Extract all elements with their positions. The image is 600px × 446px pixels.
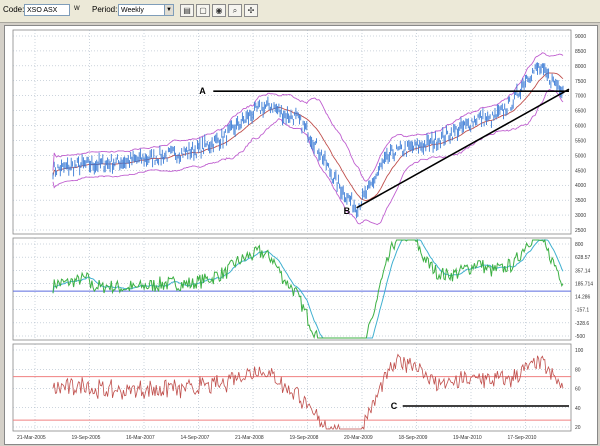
y-tick-label: 80 — [575, 367, 581, 373]
x-tick-label: 21-Mar-2008 — [235, 435, 264, 441]
y-tick-label: 7500 — [575, 79, 586, 85]
trendline-b — [356, 88, 570, 209]
panel-frame-3 — [12, 343, 572, 432]
code-input[interactable]: XSO ASX — [24, 4, 70, 16]
y-tick-label: 8000 — [575, 64, 586, 70]
chart-area: 21-Mar-2005 19-Sep-2005 16-Mar-2007 14-Sep-… — [4, 25, 598, 445]
chevron-down-icon[interactable]: ▼ — [164, 4, 174, 16]
x-tick-label: 19-Sep-2005 — [72, 435, 101, 441]
y-tick-label: 2500 — [575, 228, 586, 234]
y-tick-label: 14.286 — [575, 295, 591, 301]
y-tick-label: 628.57 — [575, 255, 591, 261]
y-tick-label: 185.714 — [575, 281, 593, 287]
annotation-a: A — [199, 86, 206, 96]
y-tick-label: 6000 — [575, 124, 586, 130]
y-tick-label: 800 — [575, 242, 584, 248]
y-tick-label: 357.14 — [575, 268, 591, 274]
y-tick-label: 60 — [575, 387, 581, 393]
x-tick-label: 21-Mar-2005 — [17, 435, 46, 441]
rsi-line — [52, 353, 564, 431]
oscillator-line — [52, 238, 564, 339]
panel-frame-1 — [12, 29, 572, 235]
x-tick-label: 14-Sep-2007 — [181, 435, 210, 441]
y-tick-label: 4500 — [575, 168, 586, 174]
annotation-b: B — [344, 206, 351, 216]
price-bars — [52, 62, 564, 219]
period-label: Period: — [92, 5, 118, 14]
y-tick-label: 3500 — [575, 198, 586, 204]
y-tick-label: 8500 — [575, 49, 586, 55]
y-tick-label: 5000 — [575, 153, 586, 159]
bollinger-upper-line — [52, 52, 564, 182]
x-tick-label: 20-Mar-2009 — [344, 435, 373, 441]
toolbar: Code: XSO ASX W Period: Weekly ▼ ▤ ▢ ◉ ⌕… — [0, 0, 600, 23]
y-tick-label: 40 — [575, 406, 581, 412]
y-tick-label: 6500 — [575, 109, 586, 115]
chart-svg: 21-Mar-2005 19-Sep-2005 16-Mar-2007 14-Sep-… — [12, 29, 593, 441]
y-tick-label: -500 — [575, 334, 585, 340]
y-tick-label: -157.1 — [575, 308, 589, 314]
page-icon[interactable]: ▢ — [196, 4, 210, 17]
color-icon[interactable]: ◉ — [212, 4, 226, 17]
x-tick-label: 19-Mar-2010 — [453, 435, 482, 441]
x-tick-label: 19-Sep-2008 — [290, 435, 319, 441]
y-tick-label: 9000 — [575, 34, 586, 40]
code-label: Code: — [3, 5, 25, 14]
x-tick-label: 17-Sep-2010 — [508, 435, 537, 441]
zoom-icon[interactable]: ⌕ — [228, 4, 242, 17]
y-tick-label: -328.6 — [575, 321, 589, 327]
y-tick-label: 5500 — [575, 138, 586, 144]
x-tick-label: 18-Sep-2009 — [399, 435, 428, 441]
y-tick-label: 3000 — [575, 213, 586, 219]
x-tick-label: 16-Mar-2007 — [126, 435, 155, 441]
y-tick-label: 100 — [575, 348, 584, 354]
y-tick-label: 4000 — [575, 183, 586, 189]
tools-icon[interactable]: ✣ — [244, 4, 258, 17]
y-tick-label: 20 — [575, 425, 581, 431]
chart-icon[interactable]: ▤ — [180, 4, 194, 17]
y-tick-label: 7000 — [575, 94, 586, 100]
code-suffix: W — [74, 6, 80, 12]
annotation-c: C — [391, 401, 398, 411]
